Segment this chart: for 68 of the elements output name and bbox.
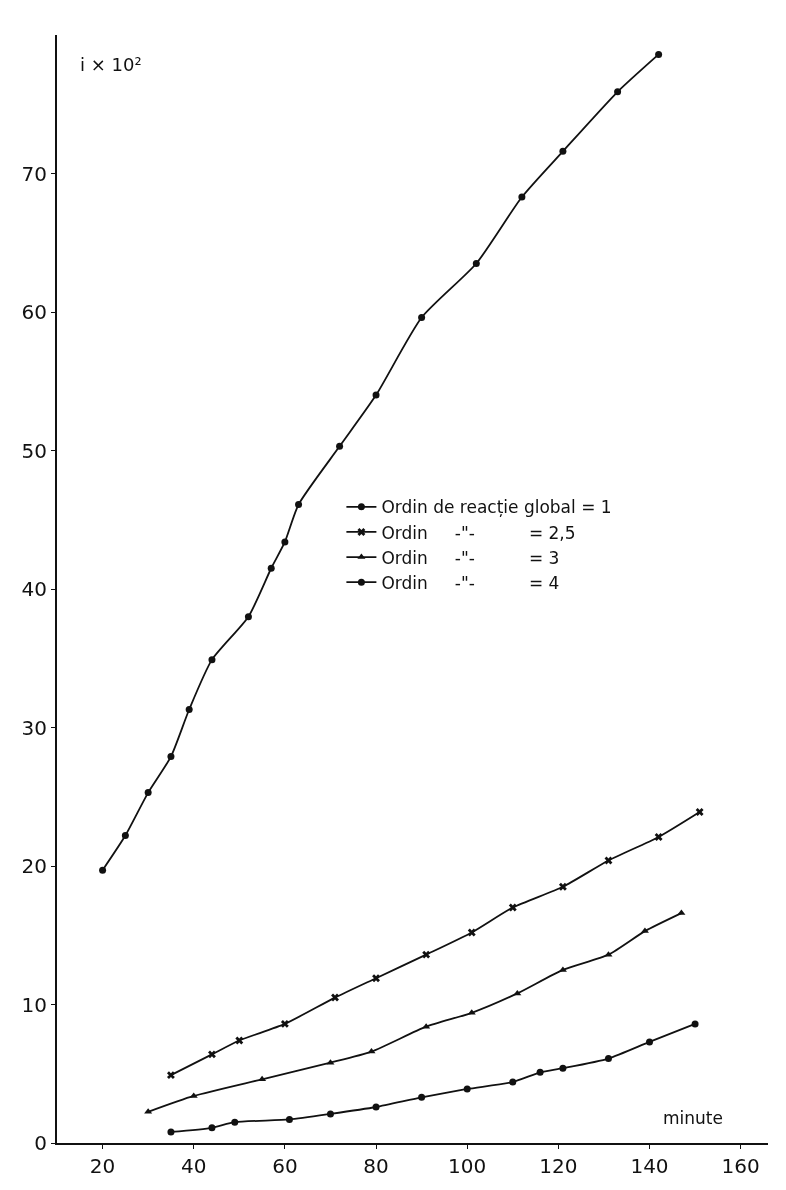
point — [244, 613, 252, 621]
point — [208, 656, 216, 664]
point — [295, 501, 303, 509]
point — [422, 950, 431, 959]
x-tick-label: 40 — [181, 1154, 207, 1178]
point — [166, 1071, 175, 1080]
point — [372, 1103, 380, 1111]
x-axis-title: minute — [663, 1108, 723, 1128]
point — [508, 903, 517, 912]
legend-label: Ordin -"- = 2,5 — [381, 522, 576, 543]
point — [518, 193, 526, 201]
point — [208, 1124, 216, 1132]
point — [536, 1068, 544, 1076]
point — [372, 974, 380, 983]
point — [231, 1118, 239, 1126]
y-tick-label: 70 — [21, 161, 47, 186]
x-tick-label: 140 — [630, 1154, 669, 1178]
point — [285, 1115, 293, 1123]
point — [99, 866, 107, 874]
y-tick-label: 40 — [21, 577, 47, 601]
point — [509, 1078, 517, 1086]
y-tick-label: 60 — [21, 300, 47, 324]
y-tick-label: 0 — [34, 1131, 47, 1155]
point — [691, 1020, 699, 1028]
point — [513, 989, 522, 996]
point — [336, 442, 344, 450]
x-tick-label: 160 — [721, 1154, 760, 1178]
y-tick-label: 10 — [21, 992, 47, 1017]
legend-label: Ordin de reacție global = 1 — [381, 497, 612, 518]
point — [331, 993, 339, 1002]
point — [281, 538, 289, 546]
point — [467, 928, 476, 937]
point — [258, 1075, 267, 1082]
point — [463, 1085, 471, 1093]
point — [559, 1064, 567, 1072]
point — [604, 1055, 612, 1063]
point — [372, 391, 380, 399]
legend-label: Ordin -"- = 4 — [381, 572, 560, 593]
legend-label: Ordin -"- = 3 — [381, 547, 560, 568]
point — [208, 1050, 216, 1059]
point — [558, 882, 567, 891]
x-tick-label: 120 — [539, 1154, 578, 1178]
point — [614, 88, 622, 96]
y-tick-label: 50 — [21, 438, 47, 463]
x-tick-label: 60 — [272, 1154, 298, 1178]
x-tick-label: 80 — [363, 1154, 389, 1178]
point — [655, 50, 663, 58]
point — [654, 832, 663, 841]
point — [144, 789, 152, 797]
y-axis-title: i × 10² — [80, 54, 142, 75]
x-tick-label: 20 — [89, 1154, 116, 1178]
point — [695, 808, 704, 816]
x-tick-label: 100 — [448, 1154, 487, 1178]
point — [559, 147, 567, 155]
point — [167, 1128, 175, 1136]
point — [418, 314, 426, 322]
point — [267, 564, 275, 572]
y-tick-label: 20 — [21, 854, 47, 878]
point — [185, 706, 193, 713]
point — [167, 753, 175, 761]
point — [326, 1110, 334, 1118]
y-tick-label: 30 — [21, 715, 47, 740]
point — [121, 832, 129, 840]
point — [604, 856, 613, 865]
point — [646, 1038, 653, 1046]
point — [235, 1036, 244, 1045]
point — [472, 260, 480, 268]
point — [418, 1093, 426, 1101]
